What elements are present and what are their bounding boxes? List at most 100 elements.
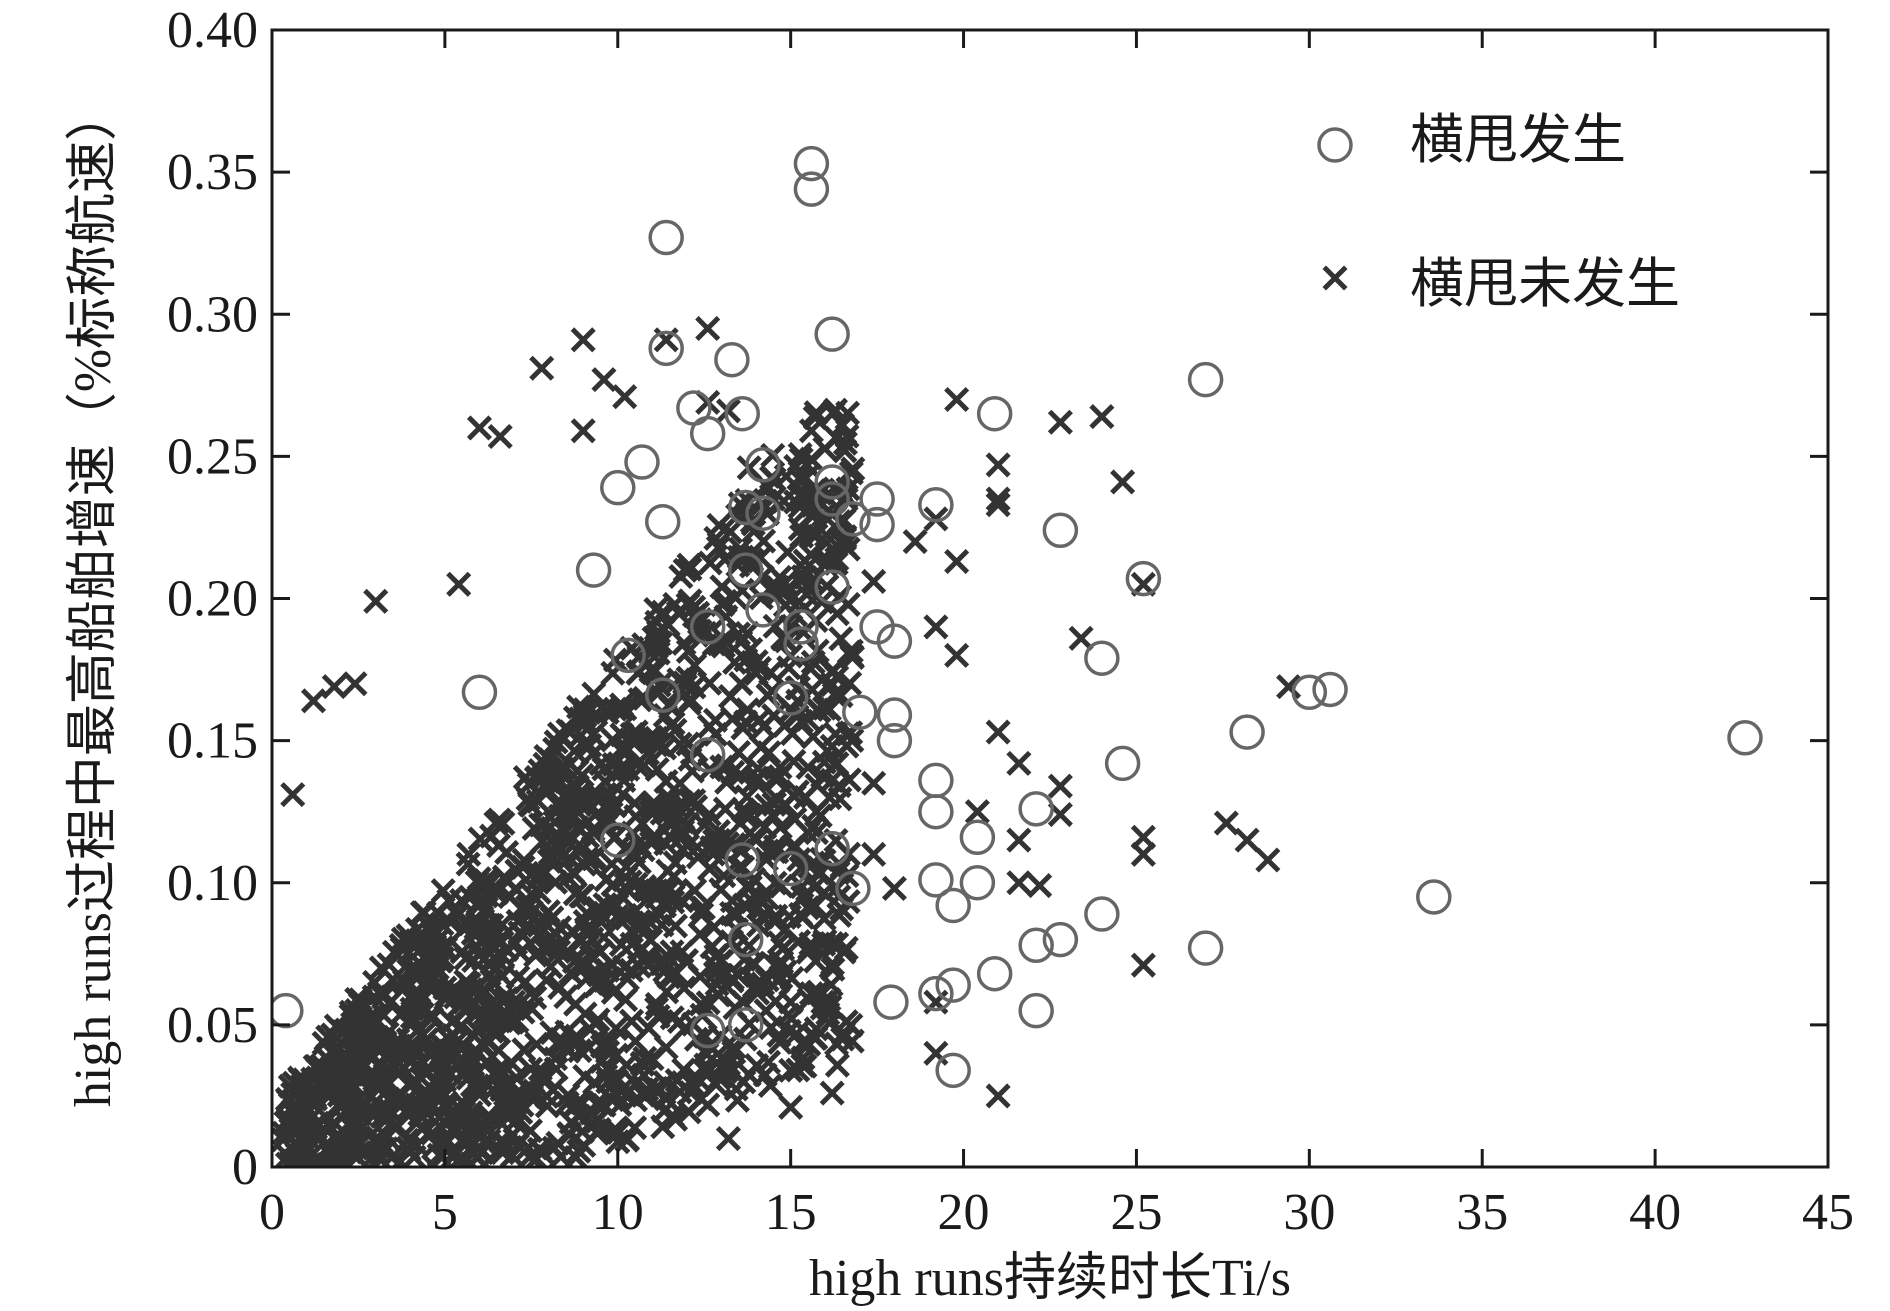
- scatter-point-not-occurred: [798, 446, 824, 472]
- scatter-point-not-occurred: [582, 784, 608, 810]
- scatter-point-not-occurred: [795, 939, 821, 965]
- scatter-point-not-occurred: [591, 924, 617, 950]
- x-tick-label: 0: [259, 1184, 285, 1241]
- scatter-point-not-occurred: [767, 814, 793, 840]
- scatter-point-not-occurred: [754, 792, 780, 818]
- scatter-point-not-occurred: [344, 1017, 370, 1043]
- scatter-point-not-occurred: [398, 1032, 424, 1058]
- scatter-point-not-occurred: [671, 1057, 697, 1083]
- scatter-point-not-occurred: [801, 813, 827, 839]
- scatter-point-not-occurred: [715, 1126, 741, 1152]
- scatter-point-not-occurred: [923, 506, 949, 532]
- scatter-point-not-occurred: [836, 767, 862, 793]
- scatter-point-occurred: [793, 171, 830, 207]
- scatter-point-not-occurred: [824, 601, 850, 627]
- scatter-point-not-occurred: [1027, 873, 1053, 899]
- scatter-point-occurred: [461, 674, 498, 711]
- scatter-point-not-occurred: [428, 1086, 454, 1112]
- scatter-point-not-occurred: [612, 739, 638, 765]
- scatter-point-occurred: [644, 504, 681, 540]
- scatter-point-not-occurred: [751, 714, 777, 740]
- scatter-point-not-occurred: [531, 1064, 557, 1090]
- scatter-point-not-occurred: [280, 1098, 307, 1124]
- scatter-point-not-occurred: [585, 1007, 611, 1033]
- scatter-point-not-occurred: [519, 861, 545, 887]
- scatter-point-not-occurred: [798, 981, 824, 1007]
- legend-label-occurred: 横甩发生: [1410, 110, 1626, 170]
- scatter-point-not-occurred: [704, 942, 730, 968]
- scatter-point-occurred: [1187, 930, 1224, 966]
- scatter-point-occurred: [873, 984, 909, 1020]
- scatter-point-not-occurred: [1006, 870, 1032, 896]
- scatter-point-not-occurred: [985, 719, 1011, 745]
- scatter-point-occurred: [814, 830, 850, 867]
- scatter-point-not-occurred: [371, 1002, 397, 1028]
- scatter-point-not-occurred: [687, 964, 713, 990]
- scatter-point-occurred: [724, 842, 761, 878]
- scatter-point-occurred: [783, 626, 819, 662]
- scatter-point-not-occurred: [791, 619, 817, 645]
- legend: 横甩发生 横甩未发生: [1317, 110, 1680, 314]
- scatter-point-not-occurred: [881, 875, 907, 901]
- scatter-point-not-occurred: [717, 683, 744, 710]
- scatter-point-not-occurred: [344, 1088, 370, 1114]
- x-tick-label: 35: [1456, 1184, 1508, 1241]
- scatter-point-not-occurred: [985, 492, 1011, 518]
- scatter-point-not-occurred: [631, 752, 657, 778]
- scatter-point-not-occurred: [809, 589, 835, 615]
- scatter-point-occurred: [835, 870, 871, 907]
- scatter-point-not-occurred: [321, 674, 347, 700]
- scatter-point-not-occurred: [467, 1124, 493, 1150]
- scatter-point-not-occurred: [798, 520, 824, 546]
- scatter-point-not-occurred: [748, 734, 774, 760]
- scatter-point-not-occurred: [613, 987, 639, 1013]
- scatter-point-not-occurred: [318, 1115, 344, 1141]
- scatter-point-not-occurred: [779, 697, 805, 723]
- scatter-point-not-occurred: [798, 418, 824, 444]
- scatter-point-occurred: [648, 330, 684, 367]
- scatter-point-not-occurred: [368, 955, 394, 981]
- scatter-point-not-occurred: [593, 867, 619, 893]
- scatter-point-not-occurred: [543, 729, 569, 755]
- scatter-point-not-occurred: [629, 1050, 655, 1076]
- scatter-point-not-occurred: [559, 790, 585, 816]
- scatter-point-not-occurred: [790, 1052, 816, 1079]
- scatter-point-not-occurred: [570, 952, 596, 978]
- scatter-point-occurred: [772, 680, 809, 716]
- scatter-point-not-occurred: [944, 549, 970, 575]
- scatter-point-not-occurred: [463, 1037, 489, 1064]
- scatter-point-not-occurred: [820, 956, 846, 982]
- scatter-point-not-occurred: [510, 999, 536, 1025]
- scatter-point-not-occurred: [487, 1061, 513, 1087]
- scatter-point-not-occurred: [581, 1070, 608, 1096]
- scatter-point-occurred: [859, 481, 895, 517]
- scatter-point-not-occurred: [944, 386, 970, 413]
- scatter-point-not-occurred: [600, 979, 626, 1005]
- scatter-point-not-occurred: [372, 1044, 398, 1070]
- scatter-point-not-occurred: [1234, 827, 1260, 853]
- scatter-point-not-occurred: [619, 1008, 645, 1034]
- scatter-point-not-occurred: [675, 638, 701, 664]
- y-tick-label: 0: [232, 1139, 258, 1196]
- scatter-point-not-occurred: [697, 550, 723, 576]
- scatter-point-not-occurred: [460, 1105, 486, 1131]
- scatter-point-not-occurred: [1047, 801, 1073, 828]
- scatter-point-not-occurred: [493, 986, 519, 1012]
- scatter-point-not-occurred: [433, 982, 460, 1008]
- scatter-point-not-occurred: [472, 1151, 498, 1167]
- scatter-point-not-occurred: [819, 1080, 845, 1106]
- scatter-point-occurred: [859, 506, 895, 543]
- scatter-point-not-occurred: [645, 632, 671, 658]
- scatter-point-not-occurred: [364, 1130, 390, 1156]
- scatter-point-not-occurred: [486, 807, 512, 833]
- scatter-point-not-occurred: [739, 889, 765, 915]
- scatter-point-not-occurred: [549, 844, 575, 870]
- scatter-point-not-occurred: [347, 987, 374, 1013]
- scatter-point-not-occurred: [376, 990, 402, 1016]
- scatter-point-not-occurred: [553, 1035, 579, 1061]
- scatter-point-not-occurred: [964, 799, 990, 825]
- scatter-point-not-occurred: [570, 327, 596, 353]
- scatter-point-not-occurred: [325, 1128, 351, 1154]
- scatter-point-not-occurred: [650, 1114, 676, 1140]
- legend-circle-symbol: [1317, 127, 1353, 163]
